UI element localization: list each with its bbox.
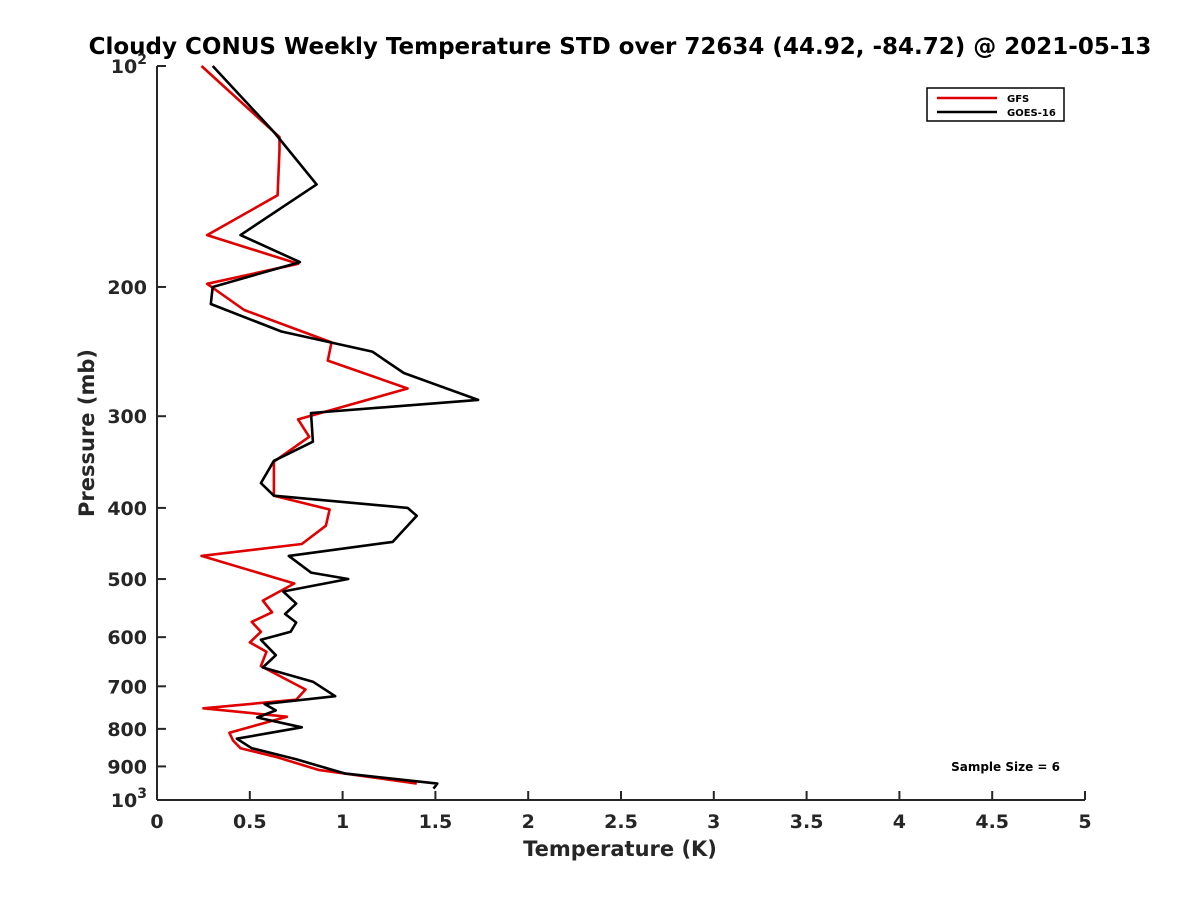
legend-box	[926, 87, 1065, 122]
x-tick-label: 4.5	[975, 811, 1009, 833]
series-line-goes-16	[209, 65, 480, 790]
sample-size-annotation: Sample Size = 6	[951, 760, 1060, 774]
x-axis-label: Temperature (K)	[523, 837, 717, 861]
x-tick-label: 5	[1078, 811, 1091, 833]
chart-title: Cloudy CONUS Weekly Temperature STD over…	[89, 34, 1152, 60]
x-tick-label: 0	[150, 811, 163, 833]
y-tick-label: 103	[111, 786, 147, 812]
x-tick-label: 3	[707, 811, 720, 833]
y-axis-label: Pressure (mb)	[75, 349, 99, 517]
legend: GFS GOES-16	[926, 87, 1065, 122]
legend-label: GFS	[1007, 94, 1029, 105]
plot-area: 0 0.5 1 1.5 2 2.5 3 3.5 4 4.5 5 102 200 300 400 500 600 7…	[107, 52, 1091, 833]
y-tick-label: 800	[107, 719, 147, 741]
x-tick-label: 1	[336, 811, 349, 833]
y-tick-label: 500	[107, 569, 147, 591]
x-tick-label: 4	[893, 811, 906, 833]
series-line-gfs	[200, 65, 417, 785]
x-tick-label: 1.5	[419, 811, 453, 833]
y-tick-label: 900	[107, 756, 147, 778]
x-tick-label: 3.5	[790, 811, 824, 833]
y-tick-label: 200	[107, 277, 147, 299]
x-tick-label: 2.5	[604, 811, 638, 833]
x-tick-label: 2	[522, 811, 535, 833]
y-tick-label: 700	[107, 676, 147, 698]
y-tick-label: 400	[107, 498, 147, 520]
y-tick-label: 102	[111, 52, 147, 78]
x-tick-label: 0.5	[233, 811, 267, 833]
y-tick-label: 300	[107, 406, 147, 428]
y-tick-label: 600	[107, 627, 147, 649]
legend-label: GOES-16	[1007, 108, 1056, 119]
